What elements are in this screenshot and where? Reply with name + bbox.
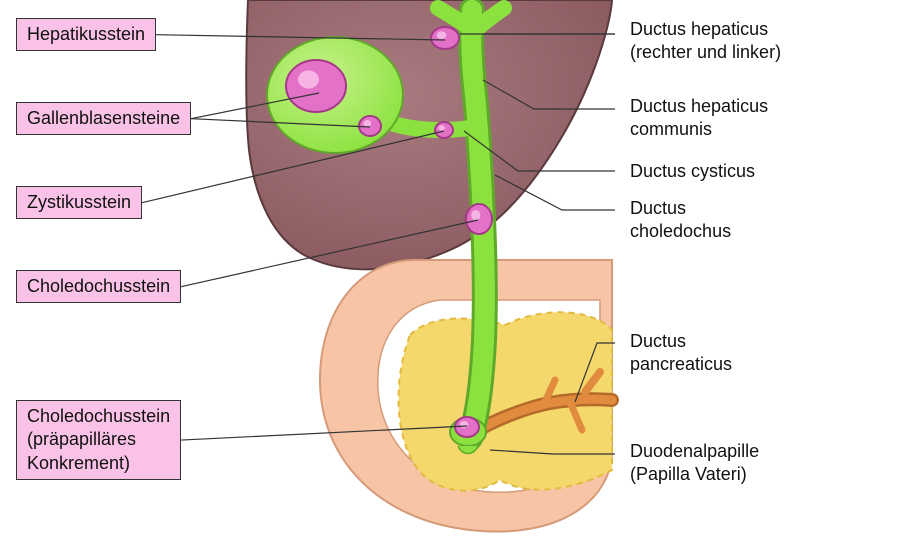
label-duodenalpapille: Duodenalpapille(Papilla Vateri) (630, 440, 759, 485)
stone-choledochus (466, 204, 492, 234)
label-ductus-hepaticus-communis: Ductus hepaticuscommunis (630, 95, 768, 140)
label-gallenblasensteine: Gallenblasensteine (16, 102, 191, 135)
label-zystikusstein: Zystikusstein (16, 186, 142, 219)
stone-hepaticus (431, 27, 459, 49)
stone-gallbladder-small (359, 116, 381, 136)
label-choledochusstein: Choledochusstein (16, 270, 181, 303)
label-ductus-cysticus: Ductus cysticus (630, 160, 755, 183)
label-ductus-choledochus: Ductuscholedochus (630, 197, 731, 242)
label-hepatikusstein: Hepatikusstein (16, 18, 156, 51)
stone-cysticus (435, 122, 453, 138)
stone-gallbladder-large (286, 60, 346, 112)
label-ductus-hepaticus: Ductus hepaticus(rechter und linker) (630, 18, 781, 63)
label-ductus-pancreaticus: Ductuspancreaticus (630, 330, 732, 375)
label-choledochusstein-praepapillaer: Choledochusstein(präpapilläresKonkrement… (16, 400, 181, 480)
